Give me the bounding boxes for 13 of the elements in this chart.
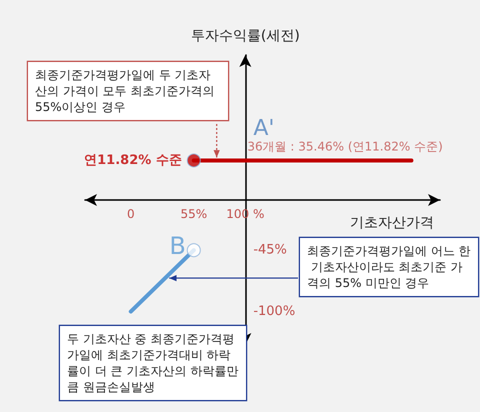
y-tick-label: -45% [253,242,287,258]
annotation: 최종기준가격평가일에 어느 한 기초자산이라도 최초기준 가격의 55% 미만인 경우 [307,244,471,290]
annotation: 두 기초자산 중 최종기준가격평가일에 최초기준가격대비 하락률이 더 큰 기초자산의 하락률만큼 원금손실발생 [67,332,238,394]
annotation: B [169,232,186,260]
annotation: 36개월 : 35.46% (연11.82% 수준) [247,139,443,154]
y-axis-title: 투자수익률(세전) [190,28,300,44]
y-tick-label: -100% [253,304,296,320]
annotation: A' [253,116,274,141]
x-tick-label: 0 [126,207,135,221]
annotation: 최종기준가격평가일에 두 기초자산의 가격이 모두 최초기준가격의 55%이상인 경우 [35,68,218,114]
x-axis-title: 기초자산가격 [350,215,434,231]
annotation: 연11.82% 수준 [84,152,182,168]
x-tick-label: 55% [180,207,208,221]
